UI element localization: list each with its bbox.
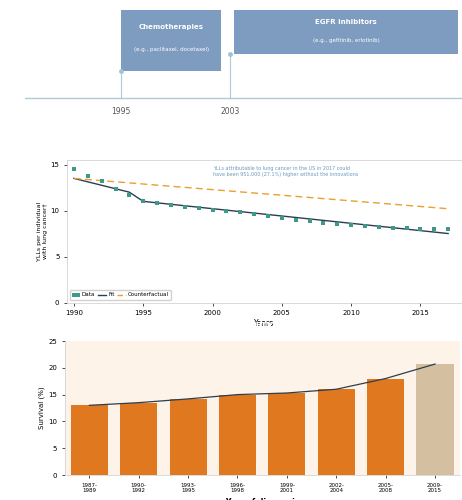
Point — [237, 208, 244, 216]
Bar — [268, 393, 305, 475]
Point — [431, 225, 438, 233]
Point — [306, 216, 313, 224]
Text: EGFR inhibitors: EGFR inhibitors — [315, 19, 377, 25]
Bar — [71, 406, 108, 475]
Bar — [121, 10, 221, 72]
Point — [126, 191, 133, 199]
Bar — [219, 394, 256, 475]
Point — [223, 206, 230, 214]
Point — [292, 216, 299, 224]
Text: (e.g., paclitaxel, docetaxel): (e.g., paclitaxel, docetaxel) — [134, 47, 209, 52]
Point — [140, 198, 147, 205]
Bar — [170, 399, 207, 475]
Point — [98, 177, 105, 185]
Text: Major Innovations*: Major Innovations* — [10, 28, 15, 91]
Text: 5-year relative survival (%)‡: 5-year relative survival (%)‡ — [172, 320, 316, 329]
Text: Key Literature Review Findings: Key Literature Review Findings — [10, 354, 15, 459]
Point — [153, 199, 161, 207]
Point — [181, 203, 188, 211]
Y-axis label: Survival (%): Survival (%) — [39, 386, 45, 430]
Point — [389, 224, 396, 232]
Point — [250, 210, 258, 218]
Point — [112, 186, 119, 194]
Point — [84, 172, 91, 179]
X-axis label: Years: Years — [255, 319, 274, 328]
Point — [417, 225, 424, 233]
Point — [264, 212, 272, 220]
Point — [209, 206, 216, 214]
Point — [361, 222, 369, 230]
Point — [195, 204, 202, 212]
Legend: Data, Fit, Counterfactual: Data, Fit, Counterfactual — [70, 290, 170, 300]
Point — [167, 201, 175, 209]
Point — [278, 214, 286, 222]
Bar — [234, 10, 458, 54]
Bar — [367, 378, 404, 475]
Point — [334, 220, 341, 228]
Text: YLLs attributable to lung cancer in the US in 2017 could
have been 951,000 (27.1: YLLs attributable to lung cancer in the … — [213, 166, 358, 177]
Text: 1995: 1995 — [111, 107, 131, 116]
Text: Counterfactual Analysis Findings: Counterfactual Analysis Findings — [10, 161, 15, 272]
Text: 2003: 2003 — [220, 107, 240, 116]
Point — [320, 218, 327, 226]
Bar — [120, 402, 157, 475]
Point — [375, 223, 383, 231]
Y-axis label: YLLs per individual
with lung cancer†: YLLs per individual with lung cancer† — [37, 202, 48, 261]
Point — [347, 222, 355, 230]
Bar — [318, 389, 355, 475]
Point — [70, 165, 78, 173]
Point — [444, 225, 452, 233]
Text: Chemotherapies: Chemotherapies — [139, 24, 204, 30]
Bar — [416, 364, 454, 475]
Point — [403, 224, 410, 232]
Text: (e.g., gefitinib, erlotinib): (e.g., gefitinib, erlotinib) — [313, 38, 379, 43]
X-axis label: Year of diagnosis: Year of diagnosis — [225, 498, 299, 500]
